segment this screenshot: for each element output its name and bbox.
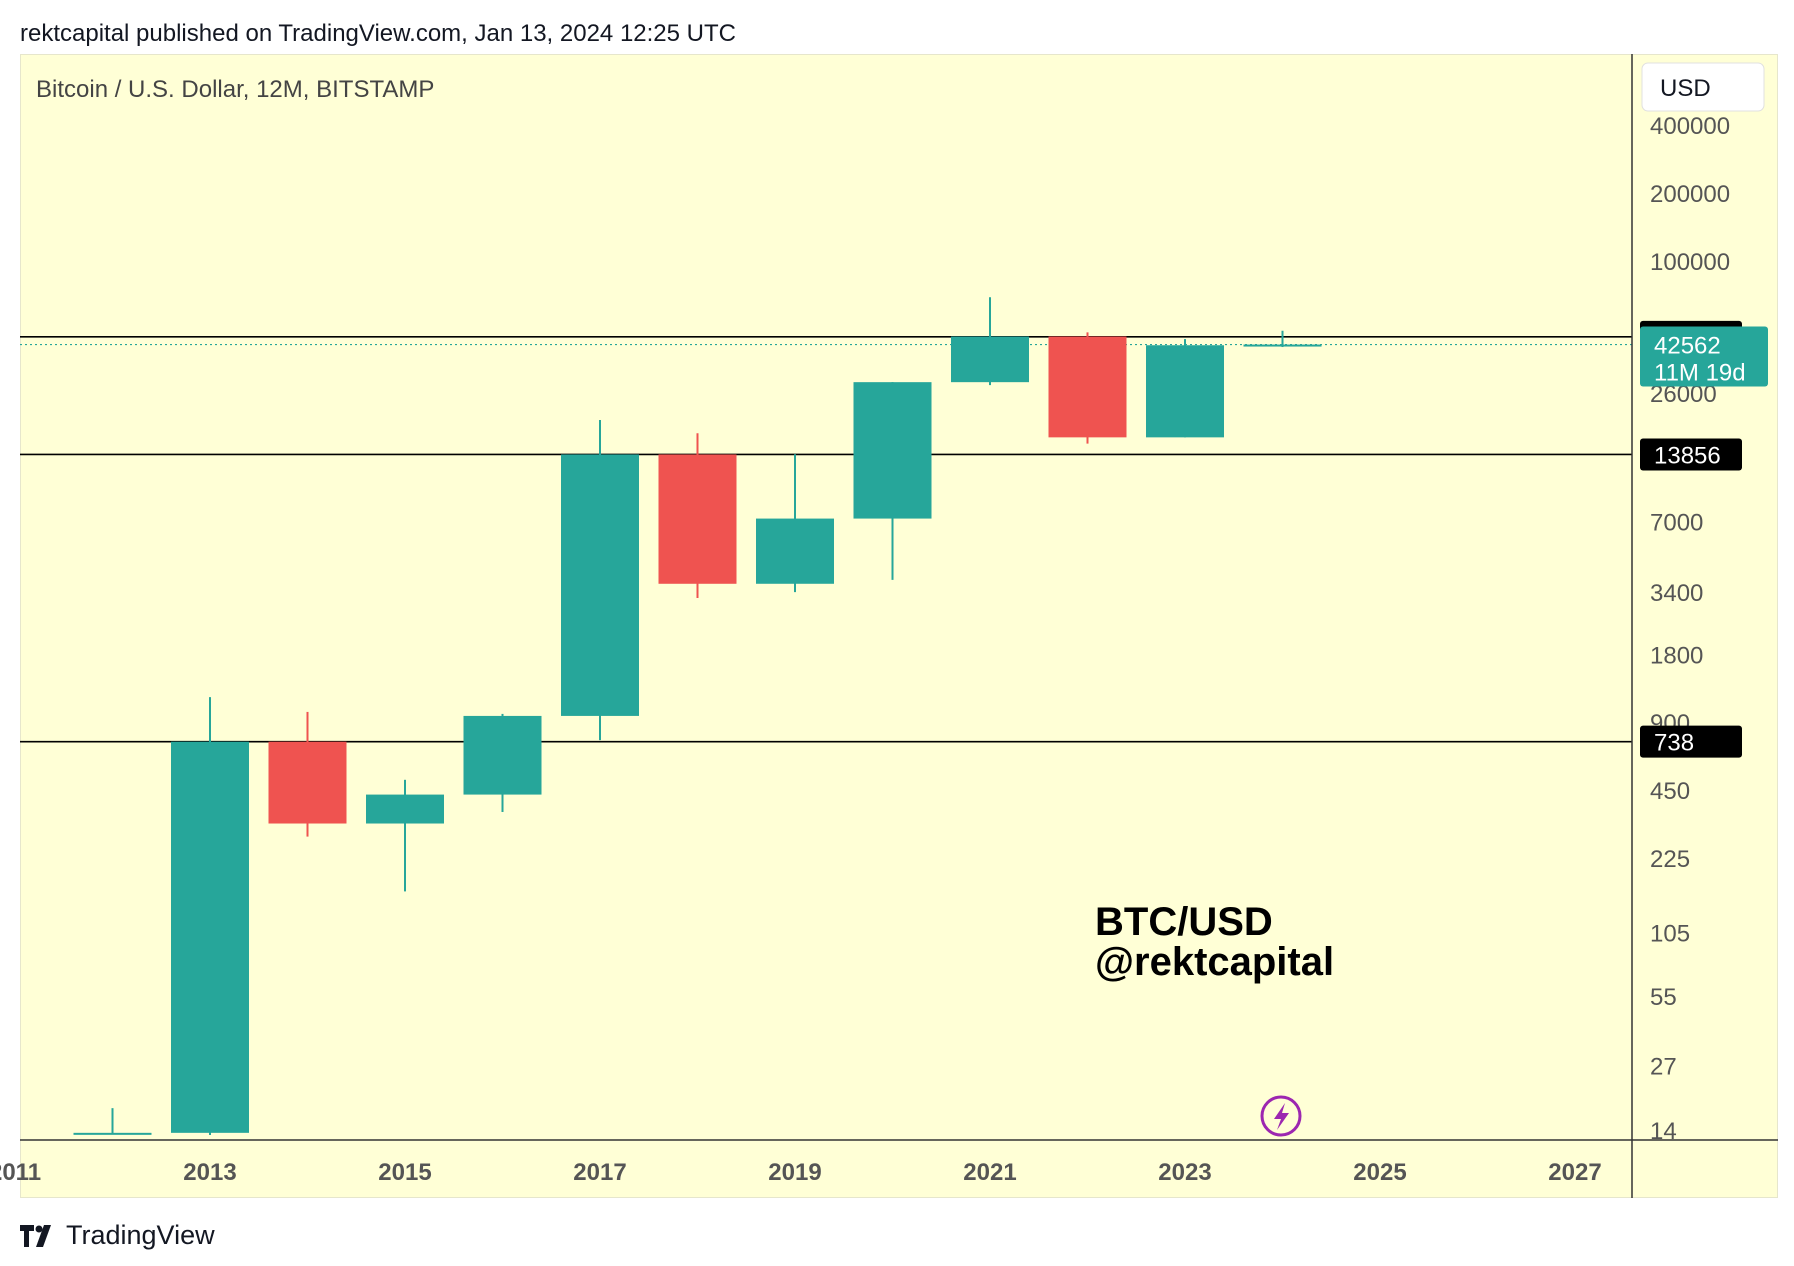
candle-2020[interactable] xyxy=(853,382,932,580)
x-tick-label: 2023 xyxy=(1158,1159,1211,1186)
candle-2015[interactable] xyxy=(366,779,444,892)
candle-body[interactable] xyxy=(463,715,542,795)
candle-body[interactable] xyxy=(1048,336,1127,438)
level-price-badge xyxy=(1640,438,1742,471)
currency-button-bg[interactable] xyxy=(1641,62,1765,112)
candle-body[interactable] xyxy=(1146,345,1224,438)
tradingview-brand: TradingView xyxy=(66,1220,215,1250)
candle-body[interactable] xyxy=(658,454,737,584)
candle-2013[interactable] xyxy=(171,697,249,1136)
last-price-badge xyxy=(1640,326,1768,387)
x-tick-label: 2025 xyxy=(1353,1159,1406,1186)
y-tick-label: 400000 xyxy=(1650,113,1730,140)
candle-body[interactable] xyxy=(853,382,932,519)
level-price-label: 738 xyxy=(1654,730,1694,757)
y-tick-label: 55 xyxy=(1650,984,1677,1011)
candle-2018[interactable] xyxy=(658,433,737,599)
candle-2021[interactable] xyxy=(951,297,1029,386)
x-tick-label: 2019 xyxy=(768,1159,821,1186)
candle-2023[interactable] xyxy=(1146,339,1224,438)
candle-body[interactable] xyxy=(951,336,1029,383)
y-tick-label: 100000 xyxy=(1650,249,1730,276)
y-tick-label: 200000 xyxy=(1650,181,1730,208)
candle-2019[interactable] xyxy=(756,454,834,593)
candle-body[interactable] xyxy=(268,741,347,824)
candle-body[interactable] xyxy=(366,794,444,824)
x-tick-label: 2027 xyxy=(1548,1159,1601,1186)
y-tick-label: 225 xyxy=(1650,846,1690,873)
y-tick-label: 27 xyxy=(1650,1054,1677,1081)
x-tick-label: 2017 xyxy=(573,1159,626,1186)
tradingview-logo-icon xyxy=(20,1224,51,1247)
chart-annotation-text: BTC/USD xyxy=(1095,900,1273,944)
y-tick-label: 3400 xyxy=(1650,580,1703,607)
chart-frame xyxy=(20,54,1778,1198)
currency-button-label: USD xyxy=(1660,75,1711,102)
chart-annotation-text: @rektcapital xyxy=(1095,940,1334,984)
x-tick-label: 2015 xyxy=(378,1159,431,1186)
candle-body[interactable] xyxy=(171,741,249,1133)
chart-title: Bitcoin / U.S. Dollar, 12M, BITSTAMP xyxy=(36,76,434,103)
y-tick-label: 1800 xyxy=(1650,642,1703,669)
y-tick-label: 105 xyxy=(1650,921,1690,948)
candle-2014[interactable] xyxy=(268,711,347,837)
y-tick-label: 450 xyxy=(1650,778,1690,805)
bar-countdown-label: 11M 19d xyxy=(1654,360,1746,387)
candle-2016[interactable] xyxy=(463,713,542,812)
candle-body[interactable] xyxy=(756,518,834,584)
y-tick-label: 14 xyxy=(1650,1118,1677,1145)
candle-2024[interactable] xyxy=(1243,330,1322,348)
level-price-badge xyxy=(1640,725,1742,758)
candle-2022[interactable] xyxy=(1048,332,1127,444)
published-line: rektcapital published on TradingView.com… xyxy=(20,20,736,47)
lightning-icon-bolt xyxy=(1274,1103,1289,1130)
x-tick-label: 2011 xyxy=(0,1159,41,1186)
candle-body[interactable] xyxy=(561,454,639,716)
lightning-icon-ring xyxy=(1260,1095,1302,1137)
candle-body[interactable] xyxy=(1243,344,1322,347)
candle-body[interactable] xyxy=(73,1132,152,1135)
candle-2017[interactable] xyxy=(561,419,639,741)
last-price-label: 42562 xyxy=(1654,333,1721,360)
candle-2012[interactable] xyxy=(73,1108,152,1135)
x-tick-label: 2021 xyxy=(963,1159,1016,1186)
level-price-label: 13856 xyxy=(1654,442,1721,469)
x-tick-label: 2013 xyxy=(183,1159,236,1186)
currency-button[interactable]: USD xyxy=(1641,62,1765,112)
tradingview-footer[interactable]: TradingView xyxy=(20,1220,215,1251)
lightning-icon[interactable] xyxy=(1260,1095,1302,1137)
y-tick-label: 7000 xyxy=(1650,509,1703,536)
